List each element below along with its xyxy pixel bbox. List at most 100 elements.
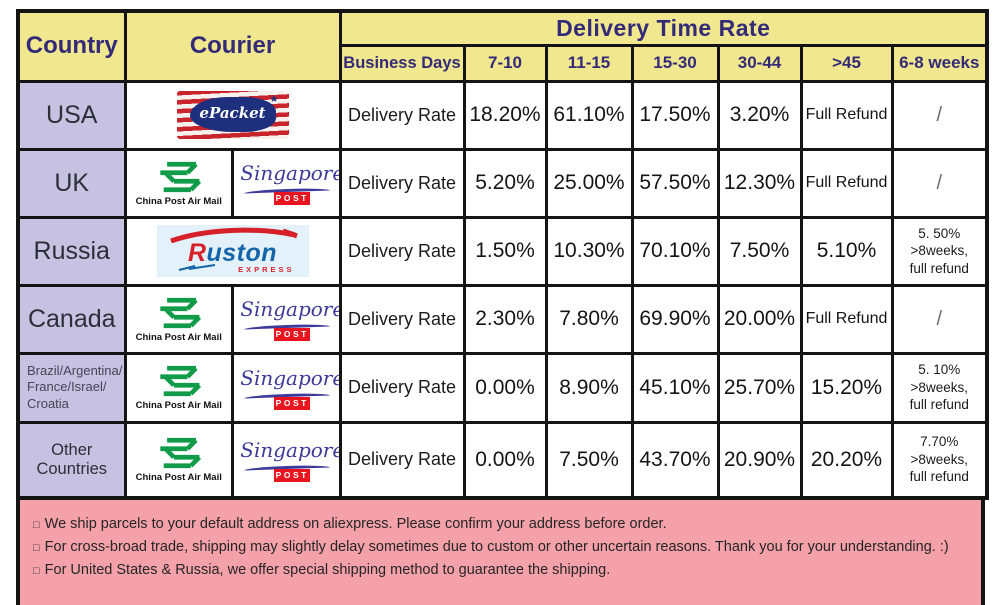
rate-value: 20.90% xyxy=(716,420,803,499)
rate-value: / xyxy=(890,283,989,355)
country-cell: USA xyxy=(16,79,127,151)
rate-label: Delivery Rate xyxy=(338,147,466,219)
rate-value: 25.00% xyxy=(544,147,634,219)
rate-value: 0.00% xyxy=(462,351,548,424)
rate-value: 10.30% xyxy=(544,215,634,287)
usa-map-shape xyxy=(189,97,276,132)
rate-value: 20.00% xyxy=(716,283,803,355)
col-business-days: Business Days xyxy=(338,43,466,83)
rate-value: / xyxy=(890,79,989,151)
rate-value: 15.20% xyxy=(799,351,894,424)
singapore-post-box: POST xyxy=(274,328,311,341)
singapore-post-logo: Singapore POST xyxy=(238,364,340,412)
courier-cell: China Post Air Mail Singapore POST xyxy=(123,147,342,219)
rate-value: 7.80% xyxy=(544,283,634,355)
rate-value: 70.10% xyxy=(630,215,720,287)
courier-cell: Ruston EXPRESS xyxy=(123,215,342,287)
ruston-underline-icon xyxy=(178,264,215,271)
country-cell: Canada xyxy=(16,283,127,355)
courier-cell: China Post Air Mail Singapore POST xyxy=(123,283,342,355)
china-post-emblem-icon xyxy=(160,161,201,192)
checkbox-icon: □ xyxy=(33,541,40,554)
singapore-script-text: Singapore xyxy=(240,365,340,390)
china-post-emblem-icon xyxy=(160,437,201,469)
shipping-notes-panel: □ We ship parcels to your default addres… xyxy=(16,495,985,605)
rate-value: 20.20% xyxy=(799,420,894,499)
table-row-brazil-group: Brazil/Argentina/ France/Israel/ Croatia… xyxy=(16,351,989,424)
ruston-express-logo: Ruston EXPRESS xyxy=(156,225,309,277)
rate-label: Delivery Rate xyxy=(338,351,466,424)
rate-value: Full Refund xyxy=(799,283,894,355)
rate-label: Delivery Rate xyxy=(338,79,466,151)
china-post-logo: China Post Air Mail xyxy=(136,364,222,411)
rate-value: 25.70% xyxy=(716,351,803,424)
courier-cell: ePacket ★ xyxy=(123,79,342,151)
rate-value: Full Refund xyxy=(799,147,894,219)
china-post-emblem-icon xyxy=(160,297,201,328)
note-item: □ For cross-broad trade, shipping may sl… xyxy=(33,536,971,559)
col-15-30: 15-30 xyxy=(630,43,720,83)
rate-value: 0.00% xyxy=(462,420,548,499)
rate-value: 45.10% xyxy=(630,351,720,424)
rate-value: 5.10% xyxy=(799,215,894,287)
rate-value: 57.50% xyxy=(630,147,720,219)
singapore-post-box: POST xyxy=(274,468,311,482)
col-11-15: 11-15 xyxy=(544,43,634,83)
china-post-logo: China Post Air Mail xyxy=(136,160,222,207)
china-post-caption: China Post Air Mail xyxy=(135,400,222,411)
note-item: □ We ship parcels to your default addres… xyxy=(33,513,971,536)
checkbox-icon: □ xyxy=(33,565,40,578)
rate-value: 12.30% xyxy=(716,147,803,219)
col-7-10: 7-10 xyxy=(462,43,548,83)
epacket-logo-text: ePacket xyxy=(199,104,266,122)
rate-value: Full Refund xyxy=(799,79,894,151)
delivery-rate-table: Country Courier Delivery Time Rate Busin… xyxy=(16,9,990,500)
rate-label: Delivery Rate xyxy=(338,283,466,355)
rate-value: 18.20% xyxy=(462,79,548,151)
note-text: For cross-broad trade, shipping may slig… xyxy=(44,538,949,555)
checkbox-icon: □ xyxy=(33,518,40,531)
rate-value: 5.20% xyxy=(462,147,548,219)
country-cell: Russia xyxy=(16,215,127,287)
singapore-post-logo: Singapore POST xyxy=(238,436,340,484)
singapore-script-text: Singapore xyxy=(240,161,340,185)
country-cell: Brazil/Argentina/ France/Israel/ Croatia xyxy=(16,351,127,424)
china-post-caption: China Post Air Mail xyxy=(135,472,222,483)
rate-value: 69.90% xyxy=(630,283,720,355)
note-item: □ For United States & Russia, we offer s… xyxy=(33,559,971,582)
note-text: For United States & Russia, we offer spe… xyxy=(44,562,611,579)
china-post-caption: China Post Air Mail xyxy=(135,195,222,207)
singapore-post-logo: Singapore POST xyxy=(238,295,340,343)
courier-cell: China Post Air Mail Singapore POST xyxy=(123,351,342,424)
table-row-usa: USA ePacket ★ Delivery Rate 18.20% 61.10… xyxy=(16,79,989,151)
table-row-russia: Russia Ruston EXPRESS xyxy=(16,215,989,287)
rate-value: 7.50% xyxy=(544,420,634,499)
table-row-other-countries: Other Countries China Post Air Mail xyxy=(16,420,989,499)
country-cell: UK xyxy=(16,147,127,219)
table-row-uk: UK China Post Air Mail xyxy=(16,147,989,219)
china-post-emblem-icon xyxy=(160,365,201,397)
china-post-logo: China Post Air Mail xyxy=(136,436,222,483)
header-row-columns: Business Days 7-10 11-15 15-30 30-44 >45… xyxy=(18,43,989,83)
courier-header: Courier xyxy=(123,9,342,83)
singapore-post-logo: Singapore POST xyxy=(238,159,340,207)
rate-value: 5. 10% >8weeks, full refund xyxy=(890,351,989,424)
singapore-script-text: Singapore xyxy=(240,297,340,321)
rate-value: / xyxy=(890,147,989,219)
rate-value: 1.50% xyxy=(462,215,548,287)
country-header: Country xyxy=(16,9,127,83)
courier-cell: China Post Air Mail Singapore POST xyxy=(123,420,342,499)
singapore-post-box: POST xyxy=(274,396,311,410)
epacket-logo: ePacket ★ xyxy=(176,91,289,139)
rate-value: 2.30% xyxy=(462,283,548,355)
ruston-logo-text: Ruston xyxy=(187,239,278,267)
singapore-post-box: POST xyxy=(274,192,311,205)
star-icon: ★ xyxy=(269,94,279,105)
rate-value: 61.10% xyxy=(544,79,634,151)
singapore-script-text: Singapore xyxy=(240,437,340,462)
col-gt-45: >45 xyxy=(799,43,894,83)
rate-value: 5. 50% >8weeks, full refund xyxy=(890,215,989,287)
ruston-swoosh-icon xyxy=(169,227,298,243)
country-cell: Other Countries xyxy=(16,420,127,499)
